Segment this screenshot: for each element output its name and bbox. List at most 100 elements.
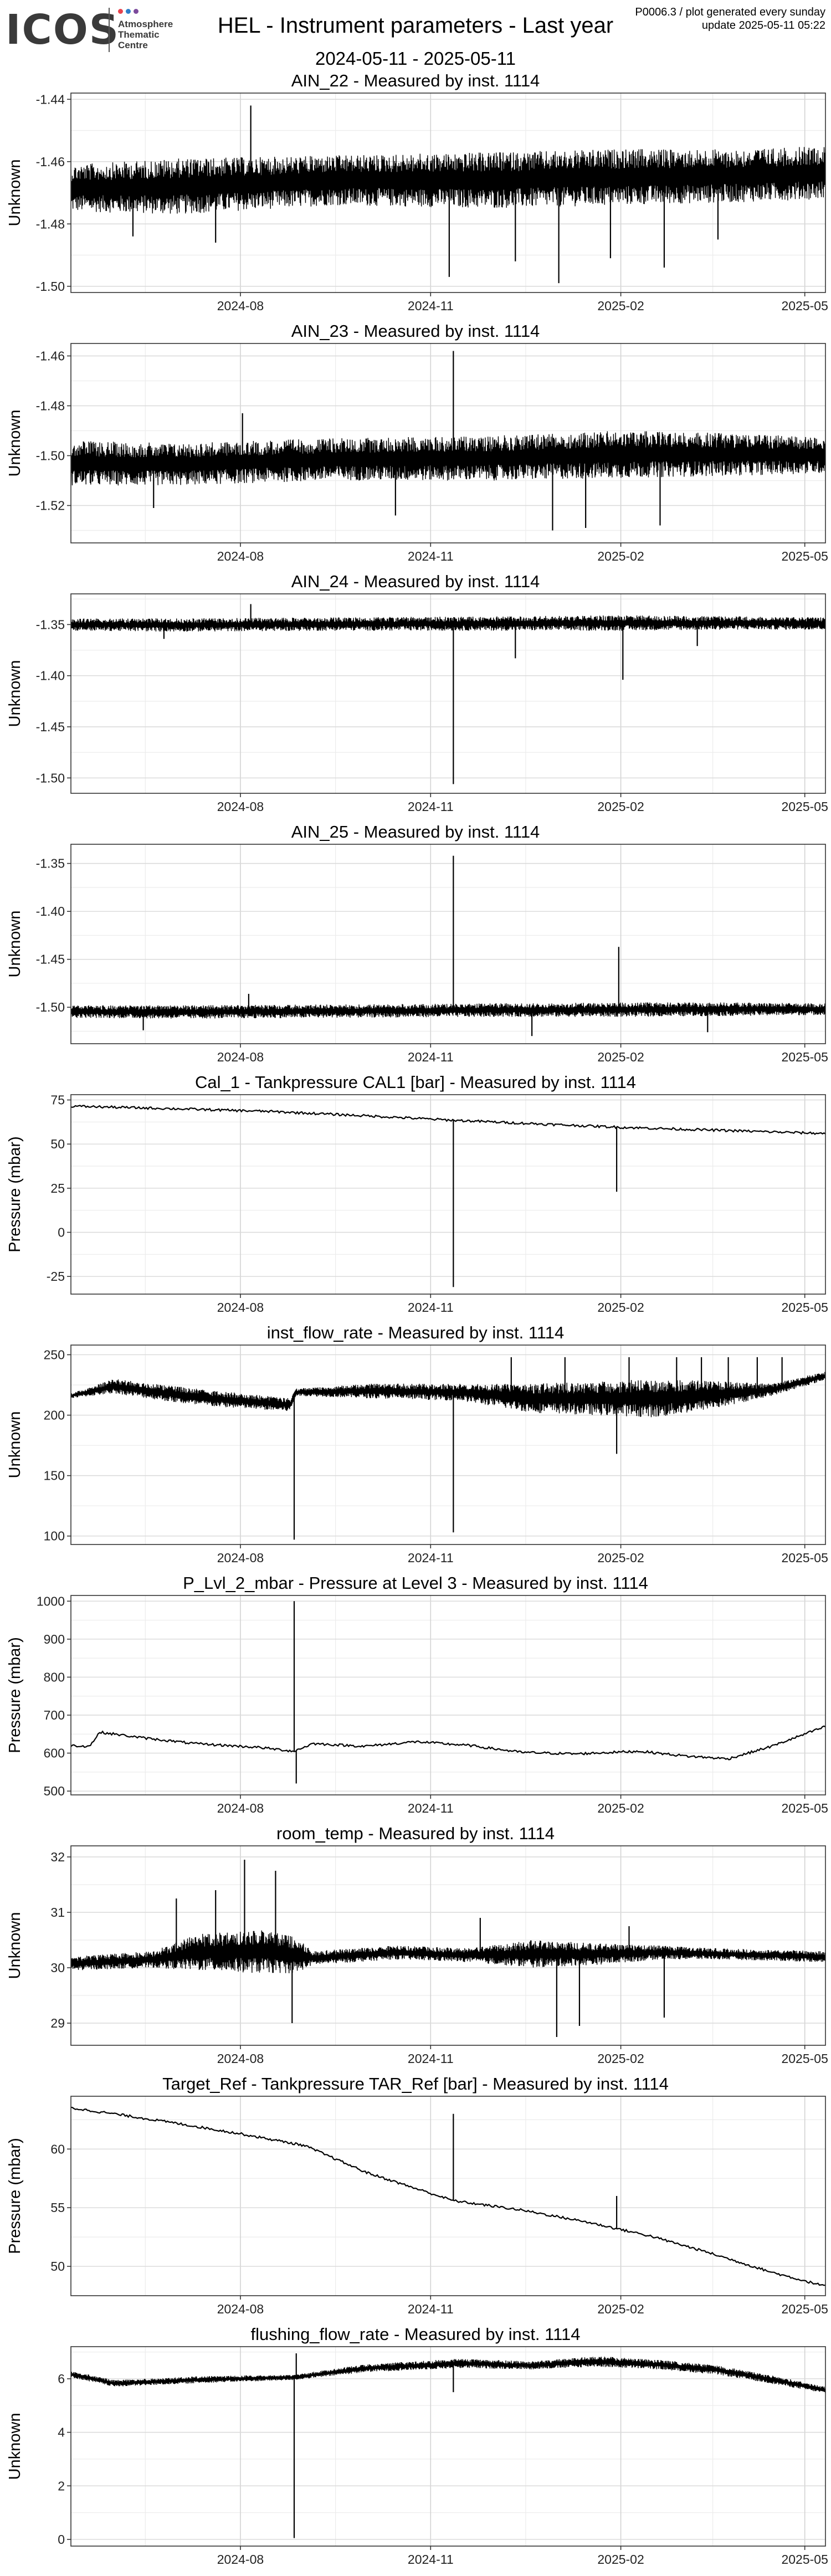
y-tick-label: 2 <box>58 2478 65 2493</box>
page-header: ICOS Atmosphere Thematic Centre HEL - In… <box>0 0 831 72</box>
plot-frame <box>70 2096 826 2296</box>
y-axis-label: Pressure (mbar) <box>6 1136 24 1253</box>
note-line: update 2025-05-11 05:22 <box>701 19 825 32</box>
series-group <box>71 1601 825 1784</box>
grid-lines <box>71 594 825 793</box>
plot-frame <box>70 2346 826 2547</box>
x-tick-label: 2024-08 <box>217 1050 264 1064</box>
series-group <box>71 1860 825 2037</box>
logo-dot <box>126 9 131 14</box>
logo-sub-line: Thematic <box>118 29 160 40</box>
chart-svg: AIN_24 - Measured by inst. 1114 -1.35 -1.4… <box>6 573 828 814</box>
x-tick-label: 2025-02 <box>597 2051 644 2066</box>
x-tick-label: 2024-11 <box>408 2051 454 2066</box>
x-tick-label: 2024-11 <box>408 1551 454 1565</box>
chart-title: AIN_24 - Measured by inst. 1114 <box>291 573 540 591</box>
series-line <box>71 2357 825 2393</box>
y-tick-label: -1.46 <box>36 349 65 363</box>
y-tick-label: 0 <box>58 1225 65 1239</box>
y-tick-label: 75 <box>50 1093 65 1107</box>
x-tick-label: 2024-08 <box>217 799 264 814</box>
y-tick-label: -25 <box>47 1269 65 1284</box>
plot-frame <box>70 1845 826 2046</box>
series-line <box>71 147 825 214</box>
y-tick-label: -1.40 <box>36 669 65 683</box>
y-axis-label: Unknown <box>6 2413 24 2480</box>
chart-panel: room_temp - Measured by inst. 1114 32 31 30… <box>0 1825 831 2075</box>
y-tick-label: 31 <box>50 1905 65 1920</box>
plot-frame <box>70 1595 826 1795</box>
plot-frame <box>70 93 826 293</box>
chart-svg: Cal_1 - Tankpressure CAL1 [bar] - Measur… <box>6 1074 828 1315</box>
grid-lines <box>71 343 825 543</box>
x-tick-label: 2024-08 <box>217 1801 264 1815</box>
series-group <box>71 105 825 284</box>
chart-panel: flushing_flow_rate - Measured by inst. 1… <box>0 2326 831 2576</box>
chart-panel: Target_Ref - Tankpressure TAR_Ref [bar] … <box>0 2075 831 2326</box>
date-range: 2024-05-11 - 2025-05-11 <box>315 48 516 69</box>
chart-panel: AIN_23 - Measured by inst. 1114 -1.46 -1.4… <box>0 322 831 573</box>
plot-frame <box>70 844 826 1044</box>
y-axis-label: Pressure (mbar) <box>6 1637 24 1753</box>
x-tick-label: 2025-02 <box>597 299 644 313</box>
chart-svg: Target_Ref - Tankpressure TAR_Ref [bar] … <box>6 2075 828 2316</box>
x-tick-label: 2025-05 <box>781 1300 828 1315</box>
x-tick-label: 2025-05 <box>781 1551 828 1565</box>
y-tick-label: 900 <box>44 1632 65 1646</box>
x-tick-label: 2024-08 <box>217 2552 264 2567</box>
x-tick-label: 2025-05 <box>781 2552 828 2567</box>
chart-title: AIN_23 - Measured by inst. 1114 <box>291 322 540 341</box>
y-tick-label: -1.50 <box>36 771 65 785</box>
logo-dot <box>118 9 123 14</box>
series-group <box>71 855 825 1036</box>
x-tick-label: 2024-11 <box>408 2302 454 2316</box>
x-tick-label: 2025-05 <box>781 2302 828 2316</box>
y-tick-label: 200 <box>44 1408 65 1423</box>
logo-wordmark: ICOS <box>6 6 120 54</box>
logo-subtitle: Atmosphere Thematic Centre <box>118 19 184 50</box>
chart-title: room_temp - Measured by inst. 1114 <box>276 1825 555 1843</box>
y-tick-label: 60 <box>50 2142 65 2156</box>
y-axis-label: Unknown <box>6 911 24 978</box>
y-tick-label: 25 <box>50 1181 65 1195</box>
chart-title: inst_flow_rate - Measured by inst. 1114 <box>267 1324 564 1342</box>
note-line: P0006.3 / plot generated every sunday <box>635 6 825 18</box>
series-line <box>71 1372 825 1418</box>
y-tick-label: 29 <box>50 2016 65 2030</box>
x-tick-label: 2025-02 <box>597 799 644 814</box>
y-tick-label: 0 <box>58 2532 65 2547</box>
x-tick-label: 2024-11 <box>408 1801 454 1815</box>
series-line <box>71 1930 825 1973</box>
y-tick-label: 100 <box>44 1529 65 1543</box>
y-tick-label: -1.48 <box>36 217 65 231</box>
y-tick-label: -1.45 <box>36 720 65 734</box>
chart-title: Cal_1 - Tankpressure CAL1 [bar] - Measur… <box>195 1074 636 1092</box>
y-axis-label: Unknown <box>6 160 24 227</box>
y-tick-label: 32 <box>50 1850 65 1864</box>
y-tick-label: 30 <box>50 1961 65 1975</box>
x-tick-label: 2025-02 <box>597 2552 644 2567</box>
chart-panel: AIN_25 - Measured by inst. 1114 -1.35 -1.4… <box>0 823 831 1074</box>
series-line <box>71 2106 825 2286</box>
chart-svg: room_temp - Measured by inst. 1114 32 31 30… <box>6 1825 828 2066</box>
y-tick-label: -1.44 <box>36 92 65 106</box>
series-group <box>71 604 825 784</box>
x-tick-label: 2025-02 <box>597 1801 644 1815</box>
chart-panel: AIN_24 - Measured by inst. 1114 -1.35 -1.4… <box>0 573 831 823</box>
y-tick-label: -1.48 <box>36 399 65 413</box>
y-tick-label: -1.46 <box>36 155 65 169</box>
x-tick-label: 2024-08 <box>217 549 264 563</box>
x-tick-label: 2024-11 <box>408 2552 454 2567</box>
plot-frame <box>70 343 826 543</box>
page-title: HEL - Instrument parameters - Last year <box>217 13 614 38</box>
series-line <box>71 1105 825 1135</box>
y-tick-label: -1.50 <box>36 1000 65 1014</box>
series-line <box>71 1002 825 1019</box>
chart-svg: P_Lvl_2_mbar - Pressure at Level 3 - Mea… <box>6 1574 828 1815</box>
generation-note: P0006.3 / plot generated every sunday up… <box>635 6 825 32</box>
x-tick-label: 2025-05 <box>781 2051 828 2066</box>
x-tick-label: 2025-02 <box>597 549 644 563</box>
x-tick-label: 2024-08 <box>217 2302 264 2316</box>
logo-sub-line: Centre <box>118 40 148 50</box>
chart-title: AIN_22 - Measured by inst. 1114 <box>291 72 540 90</box>
